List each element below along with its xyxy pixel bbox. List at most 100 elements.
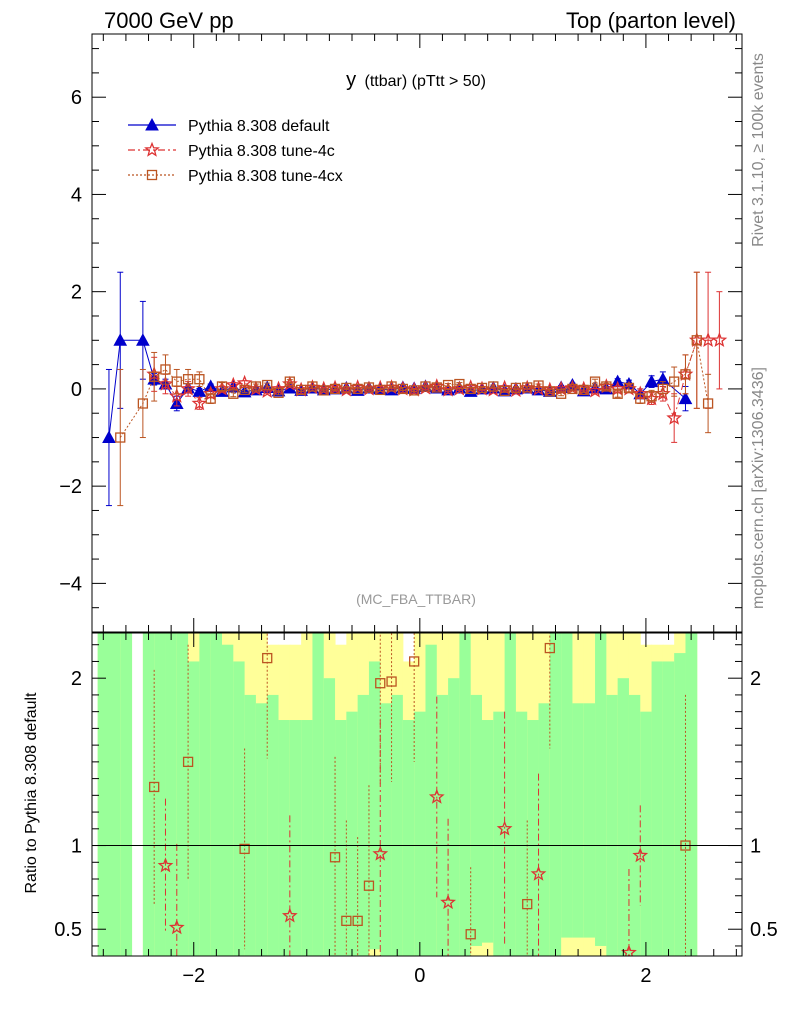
data-point xyxy=(192,384,207,397)
band-green-bin xyxy=(538,703,551,956)
data-point xyxy=(182,374,194,385)
ratio-point xyxy=(386,676,397,687)
data-point xyxy=(680,369,691,380)
band-green-bin xyxy=(572,703,585,938)
y-tick-label: −2 xyxy=(59,476,82,498)
band-green-bin xyxy=(470,694,483,946)
data-point xyxy=(533,380,544,391)
ratio-y-axis-label: Ratio to Pythia 8.308 default xyxy=(23,692,40,894)
band-green-bin xyxy=(142,633,155,956)
data-point xyxy=(295,384,307,396)
band-green-bin xyxy=(188,661,200,956)
band-green-bin xyxy=(425,644,438,956)
data-point xyxy=(115,432,126,443)
data-point xyxy=(678,391,693,405)
band-green-bin xyxy=(97,633,121,956)
x-tick-label: 2 xyxy=(640,965,651,987)
data-point xyxy=(555,388,567,399)
data-point xyxy=(149,371,160,382)
data-point xyxy=(601,381,612,392)
legend-label: Pythia 8.308 tune-4cx xyxy=(188,168,343,185)
ratio-point xyxy=(363,880,375,891)
legend-label: Pythia 8.308 tune-4c xyxy=(188,143,335,160)
band-green-bin xyxy=(414,711,426,956)
data-point xyxy=(669,376,680,387)
data-point xyxy=(194,374,205,385)
band-green-bin xyxy=(199,633,212,956)
legend-marker xyxy=(146,169,158,181)
data-point xyxy=(666,409,683,425)
band-green-bin xyxy=(515,711,528,956)
data-point xyxy=(522,382,533,393)
x-tick-label: 0 xyxy=(414,965,425,987)
data-point xyxy=(623,382,635,394)
y-tick-label: 0 xyxy=(71,379,82,401)
band-green-bin xyxy=(165,633,178,956)
band-green-bin xyxy=(504,633,517,956)
series-square xyxy=(115,271,714,507)
data-point xyxy=(635,393,646,404)
legend-marker xyxy=(145,117,159,131)
data-point xyxy=(239,384,250,396)
data-point xyxy=(691,335,702,346)
data-point xyxy=(136,333,150,346)
data-point xyxy=(363,382,375,393)
ratio-point xyxy=(375,678,386,689)
ratio-point xyxy=(530,865,547,881)
band-green-bin xyxy=(606,694,619,956)
band-green-bin xyxy=(154,633,166,956)
band-green-bin xyxy=(380,703,393,956)
data-point xyxy=(171,376,182,387)
ratio-y-tick-label: 2 xyxy=(71,668,82,690)
band-green-bin xyxy=(662,661,675,956)
ratio-point xyxy=(496,820,513,836)
band-green-bin xyxy=(278,720,291,956)
data-point xyxy=(567,383,578,395)
band-green-bin xyxy=(448,678,460,956)
data-point xyxy=(113,333,128,346)
ratio-point xyxy=(544,642,555,654)
data-point xyxy=(168,387,185,403)
data-point xyxy=(420,381,431,392)
ratio-point xyxy=(341,915,352,927)
data-point xyxy=(476,382,488,394)
series-line xyxy=(119,340,709,438)
ratio-y-tick-label: 1 xyxy=(71,836,82,858)
data-point xyxy=(488,381,499,392)
ratio-point xyxy=(522,898,533,910)
plot-title-main: y xyxy=(346,69,356,91)
band-green-bin xyxy=(561,633,573,938)
band-green-bin xyxy=(402,720,415,956)
data-point xyxy=(578,384,589,396)
band-green-bin xyxy=(267,694,280,956)
ratio-point xyxy=(262,652,273,664)
band-green-bin xyxy=(368,661,381,950)
band-green-bin xyxy=(583,703,596,938)
band-green-bin xyxy=(674,653,686,956)
ratio-y-tick-label-right: 0.5 xyxy=(750,919,778,941)
data-point xyxy=(318,385,329,396)
ratio-point xyxy=(149,781,160,793)
data-point xyxy=(544,386,555,397)
data-point xyxy=(589,376,601,387)
band-green-bin xyxy=(357,694,370,956)
band-green-bin xyxy=(312,633,325,956)
ratio-y-tick-label: 0.5 xyxy=(54,919,82,941)
band-green-bin xyxy=(233,661,246,956)
main-panel-frame xyxy=(91,33,743,633)
band-green-bin xyxy=(527,720,540,956)
ratio-series-square xyxy=(149,633,691,956)
y-tick-label: 2 xyxy=(71,282,82,304)
band-green-bin xyxy=(346,711,359,956)
main-panel-y-tick-labels: −4 −2 0 2 4 6 xyxy=(59,87,82,595)
ratio-point xyxy=(182,756,194,768)
ratio-panel-y-tick-labels: 0.5 0.5 1 1 2 2 xyxy=(54,668,778,941)
plot-title: y (ttbar) (pTtt > 50) xyxy=(346,69,486,91)
band-green-bin xyxy=(651,661,664,956)
band-green-bin xyxy=(640,711,653,956)
data-point xyxy=(205,393,216,404)
ratio-point xyxy=(239,843,250,855)
data-point xyxy=(216,381,228,392)
y-tick-label: 4 xyxy=(71,184,82,206)
data-point xyxy=(499,385,510,397)
